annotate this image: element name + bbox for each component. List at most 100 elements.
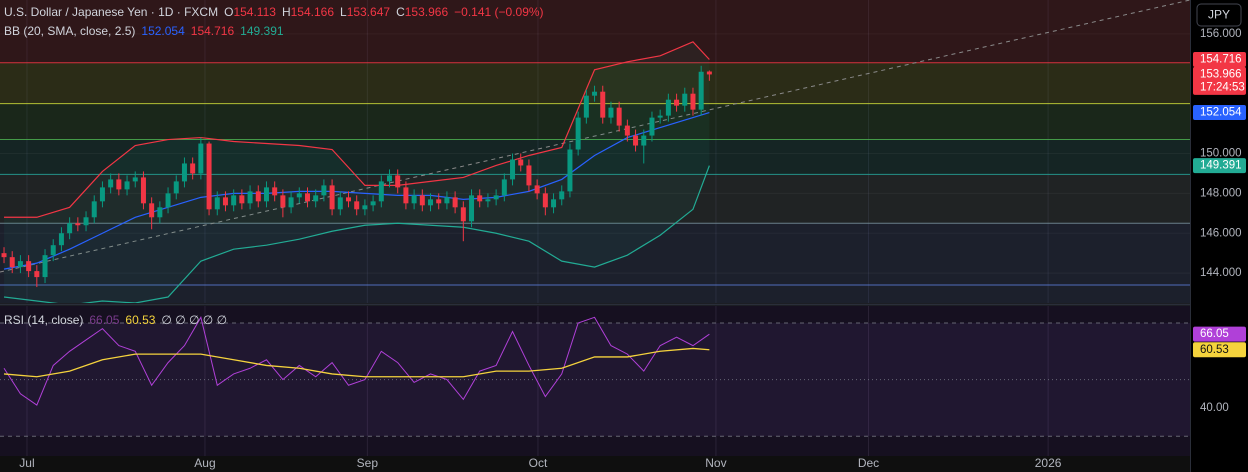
currency-button[interactable]: [1196, 3, 1242, 27]
candle-body: [518, 159, 524, 166]
ohlc-value: 153.966: [404, 5, 449, 19]
level-band: [0, 174, 1190, 224]
candle-body: [206, 143, 212, 210]
x-tick-label: Aug: [194, 456, 215, 470]
candle-body: [633, 135, 639, 146]
candle-body: [132, 177, 138, 182]
candle-body: [649, 117, 655, 136]
axes: Jul Aug Sep Oct Nov Dec 2026 156.000 150.000 148.…: [19, 28, 1246, 470]
candle-body: [173, 181, 179, 194]
x-tick-label: 2026: [1035, 456, 1062, 470]
candle-body: [91, 201, 97, 218]
x-tick-label: Sep: [357, 456, 379, 470]
candle-body: [460, 207, 466, 222]
candle-body: [296, 193, 302, 198]
candle-body: [690, 93, 696, 110]
candle-body: [288, 197, 294, 208]
ohlc-value: 153.647: [346, 5, 391, 19]
candle-body: [436, 199, 442, 204]
candle-body: [378, 181, 384, 202]
candle-body: [321, 185, 327, 196]
candle-body: [304, 193, 310, 202]
y-tick-label: 156.000: [1200, 28, 1242, 40]
candle-body: [403, 187, 409, 204]
candle-body: [1, 253, 7, 258]
candle-body: [157, 207, 163, 218]
candle-body: [42, 255, 48, 278]
candle-body: [255, 191, 261, 202]
candle-body: [485, 199, 491, 202]
candle-body: [9, 257, 15, 268]
candle-body: [58, 233, 64, 246]
rsi-band: [0, 322, 1190, 437]
candle-body: [17, 261, 23, 268]
candle-body: [641, 135, 647, 146]
candle-body: [370, 201, 376, 206]
candle-body: [551, 199, 557, 208]
bb-upper-value: 154.716: [190, 24, 235, 38]
ohlc-label: H: [281, 5, 291, 19]
candle-body: [75, 223, 81, 226]
change-label: −0.141 (−0.09%): [454, 5, 544, 19]
candle-body: [542, 193, 548, 208]
candle-body: [428, 199, 434, 206]
bb-basis-badge: 152.054: [1200, 107, 1242, 119]
candle-body: [583, 95, 589, 118]
symbol-title: U.S. Dollar / Japanese Yen · 1D · FXCM: [4, 5, 219, 19]
rsi-line: [3, 347, 710, 378]
price-pane: [0, 0, 1190, 303]
candle-body: [501, 179, 507, 196]
bb-lower-value: 149.391: [240, 24, 284, 38]
candle-body: [657, 115, 663, 118]
candle-body: [313, 195, 319, 202]
candle-body: [165, 193, 171, 208]
candle-body: [362, 205, 368, 210]
bb-title: BB (20, SMA, close, 2.5): [4, 24, 136, 38]
y-tick-label: 150.000: [1200, 148, 1242, 160]
candle-body: [526, 165, 532, 186]
candle-body: [149, 203, 155, 218]
candle-body: [698, 71, 704, 110]
y-tick-label: 148.000: [1200, 187, 1242, 199]
candle-body: [534, 185, 540, 194]
main-legend: U.S. Dollar / Japanese Yen · 1D · FXCM O…: [4, 5, 544, 19]
candle-body: [34, 271, 40, 278]
rsi-plot: [0, 306, 1190, 456]
bb-line: [3, 111, 710, 270]
candle-body: [231, 195, 237, 206]
candle-body: [222, 197, 228, 206]
candle-body: [706, 71, 712, 75]
candle-body: [608, 107, 614, 118]
candle-body: [83, 217, 89, 226]
last-price-badge-bg: [1193, 66, 1246, 95]
currency-label: JPY: [1208, 8, 1230, 22]
candle-body: [419, 195, 425, 206]
bb-lower-badge-bg: [1193, 158, 1246, 174]
ohlc-value: 154.166: [290, 5, 334, 19]
trend-line: [0, 0, 1190, 273]
candle-body: [345, 197, 351, 202]
candle-body: [280, 195, 286, 208]
level-band: [0, 103, 1190, 140]
y-tick-label: 40.00: [1200, 402, 1229, 414]
candle-body: [190, 163, 196, 174]
candle-body: [50, 245, 56, 256]
candle-body: [272, 187, 278, 196]
candle-body: [510, 159, 516, 180]
candle-body: [198, 143, 204, 174]
candle-body: [239, 195, 245, 204]
candle-body: [329, 185, 335, 210]
x-tick-label: Oct: [529, 456, 548, 470]
bb-line: [3, 165, 710, 303]
candle-body: [624, 125, 630, 136]
ohlc-label: O: [224, 5, 234, 19]
rsi-line: [3, 315, 710, 406]
rsi-badge-bg: [1193, 326, 1246, 342]
candle-body: [99, 187, 105, 202]
rsi-na: ∅ ∅ ∅ ∅ ∅: [161, 313, 228, 327]
bb-lower-badge: 149.391: [1200, 160, 1242, 172]
candle-body: [665, 99, 671, 116]
rsi-legend: RSI (14, close) 66.05 60.53 ∅ ∅ ∅ ∅ ∅: [4, 313, 227, 327]
